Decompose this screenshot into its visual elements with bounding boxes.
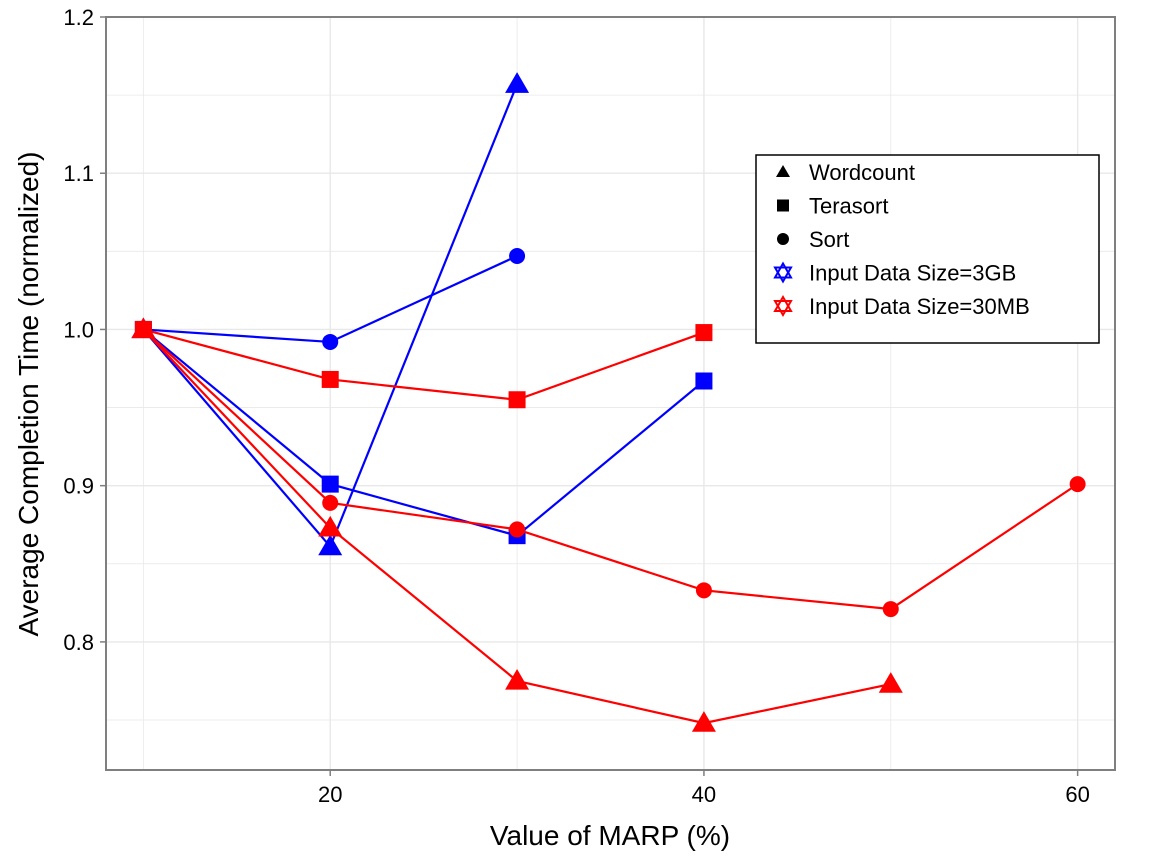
legend-label: Wordcount [809,160,915,185]
triangle-down-outline [773,300,793,318]
x-tick-label: 60 [1065,782,1089,807]
data-point-triangle [505,72,530,93]
plot-background [106,17,1115,770]
y-tick-label: 1.1 [63,161,94,186]
series-group [131,72,1086,732]
x-tick-label: 40 [692,782,716,807]
y-tick-label: 1.0 [63,317,94,342]
plot-frame [105,16,1116,771]
star-of-david-icon [773,294,793,318]
legend-entry: Input Data Size=30MB [773,294,1030,319]
legend-box [755,154,1100,344]
y-axis-title: Average Completion Time (normalized) [13,151,44,636]
data-point-circle [322,494,339,511]
legend-entry: Sort [777,227,849,252]
data-point-circle [695,582,712,599]
triangle-up-outline [773,261,793,279]
y-tick-label: 0.8 [63,630,94,655]
legend-entry: Terasort [777,194,888,219]
axes: 20 40 60 0.8 0.9 1.0 1.1 1.2 [63,5,1089,807]
legend-entry: Input Data Size=3GB [773,261,1016,286]
data-point-circle [135,321,152,338]
data-point-triangle [505,668,530,690]
circle-icon [777,233,789,245]
data-point-triangle [691,711,716,732]
data-point-circle [509,248,526,265]
data-point-square [321,475,339,493]
data-point-circle [1069,476,1086,493]
data-point-square [695,324,713,342]
data-point-triangle [318,534,343,556]
series-sort-30mb [135,321,1086,618]
x-tick-label: 20 [318,782,342,807]
star-of-david-icon [773,261,793,284]
data-point-circle [322,333,339,350]
y-tick-label: 1.2 [63,5,94,30]
triangle-up-outline [773,294,793,312]
data-point-square [321,370,339,388]
data-point-circle [509,521,526,538]
legend-label: Terasort [809,194,888,219]
series-line [143,328,705,401]
legend: Wordcount Terasort Sort Input Data Size=3GB… [755,154,1100,344]
x-axis-title: Value of MARP (%) [490,820,730,851]
triangle-icon [776,165,790,177]
series-line [142,328,705,537]
data-point-triangle [318,515,343,537]
y-tick-label: 0.9 [63,474,94,499]
data-point-square [508,391,526,409]
data-point-circle [882,601,899,618]
data-point-square [695,372,713,390]
triangle-down-outline [773,266,793,284]
legend-label: Input Data Size=3GB [809,261,1016,286]
legend-label: Input Data Size=30MB [809,294,1030,319]
data-point-triangle [878,672,903,693]
square-icon [777,199,789,212]
legend-label: Sort [809,227,849,252]
legend-entry: Wordcount [776,160,915,185]
series-line [142,328,1079,611]
